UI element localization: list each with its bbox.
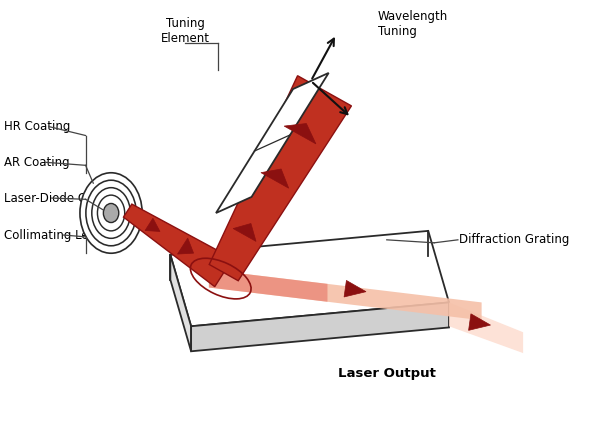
Ellipse shape	[80, 173, 142, 253]
Ellipse shape	[82, 177, 140, 249]
Text: HR Coating: HR Coating	[4, 120, 71, 133]
Text: Tuning
Element: Tuning Element	[161, 17, 209, 45]
Polygon shape	[261, 169, 289, 188]
Text: Collimating Lens: Collimating Lens	[4, 229, 103, 242]
Ellipse shape	[103, 204, 119, 222]
Polygon shape	[216, 73, 329, 213]
Polygon shape	[145, 218, 160, 231]
Text: Diffraction Grating: Diffraction Grating	[459, 233, 569, 246]
Polygon shape	[170, 231, 449, 326]
Text: Laser Output: Laser Output	[338, 368, 436, 380]
Polygon shape	[284, 124, 316, 144]
Polygon shape	[233, 224, 256, 242]
Polygon shape	[170, 255, 191, 351]
Polygon shape	[344, 280, 366, 297]
Polygon shape	[124, 204, 233, 287]
Polygon shape	[191, 302, 449, 351]
Polygon shape	[469, 314, 491, 330]
Polygon shape	[449, 302, 523, 353]
Text: Wavelength
Tuning: Wavelength Tuning	[378, 10, 448, 38]
Polygon shape	[209, 76, 352, 281]
Ellipse shape	[104, 204, 118, 222]
Polygon shape	[209, 270, 328, 302]
Text: AR Coating: AR Coating	[4, 156, 70, 169]
Text: Laser-Diode Chip: Laser-Diode Chip	[4, 192, 105, 204]
Polygon shape	[209, 270, 482, 320]
Polygon shape	[178, 238, 194, 254]
